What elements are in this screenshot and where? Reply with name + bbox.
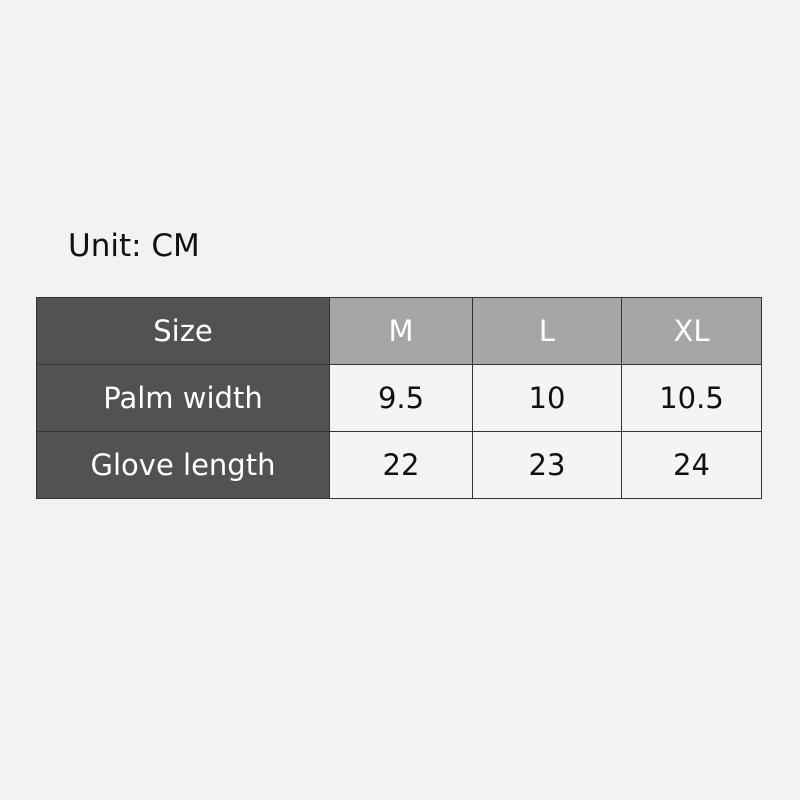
table-row: Palm width 9.5 10 10.5: [36, 364, 762, 432]
row-label: Glove length: [36, 431, 330, 499]
row-label: Palm width: [36, 364, 330, 432]
table-cell: 24: [621, 431, 762, 499]
size-l-header: L: [472, 297, 622, 365]
table-row: Glove length 22 23 24: [36, 431, 762, 499]
table-cell: 9.5: [329, 364, 473, 432]
table-cell: 23: [472, 431, 622, 499]
size-xl-header: XL: [621, 297, 762, 365]
header-row: Size M L XL: [36, 297, 762, 365]
size-m-header: M: [329, 297, 473, 365]
table-cell: 10.5: [621, 364, 762, 432]
table-cell: 10: [472, 364, 622, 432]
unit-label: Unit: CM: [68, 228, 200, 264]
size-table: Size M L XL Palm width 9.5 10 10.5 Glove…: [36, 297, 762, 499]
size-header: Size: [36, 297, 330, 365]
table-cell: 22: [329, 431, 473, 499]
